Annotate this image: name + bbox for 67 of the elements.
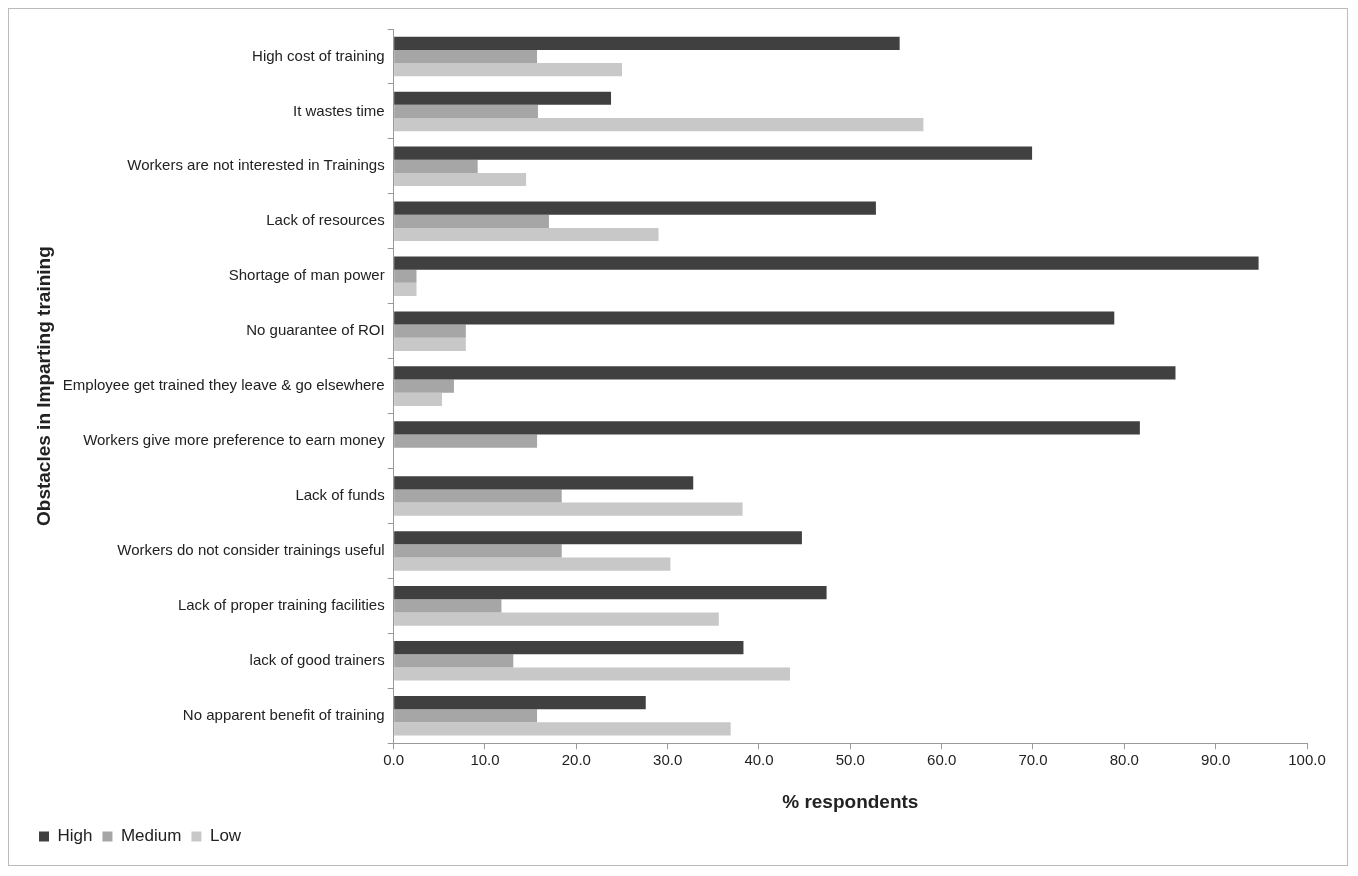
bar xyxy=(394,49,538,64)
x-axis-title: % respondents xyxy=(782,790,919,812)
x-tick-label: 40.0 xyxy=(744,751,774,769)
bar xyxy=(394,159,478,173)
y-tick-label: Workers give more preference to earn money xyxy=(83,431,386,449)
x-tick-label: 10.0 xyxy=(470,751,500,769)
legend-label: Medium xyxy=(120,826,182,846)
x-tick-label: 60.0 xyxy=(927,751,957,769)
x-tick-label: 20.0 xyxy=(561,751,591,769)
bar xyxy=(394,502,743,516)
y-tick-label: It wastes time xyxy=(292,101,385,119)
bar xyxy=(394,667,791,681)
bar xyxy=(394,201,876,215)
legend-label: Low xyxy=(209,826,242,846)
bar xyxy=(394,256,1259,270)
bar xyxy=(394,544,562,558)
x-tick-label: 80.0 xyxy=(1109,751,1139,769)
bar xyxy=(394,379,454,393)
bar xyxy=(394,421,1140,435)
bar xyxy=(394,489,562,503)
bar xyxy=(394,282,417,296)
bar xyxy=(394,118,924,132)
x-tick-label: 100.0 xyxy=(1288,751,1326,769)
bar xyxy=(394,214,549,228)
bar xyxy=(394,311,1115,325)
y-tick-label: Lack of proper training facilities xyxy=(177,595,385,613)
y-tick-label: lack of good trainers xyxy=(249,650,385,668)
y-tick-label: Workers are not interested in Trainings xyxy=(127,156,385,174)
bar xyxy=(394,366,1176,380)
y-tick-label: Employee get trained they leave & go elsewhere xyxy=(62,376,385,394)
bar xyxy=(394,227,659,242)
bar xyxy=(394,324,466,338)
bar xyxy=(394,476,694,490)
bar xyxy=(394,586,827,600)
x-tick-label: 90.0 xyxy=(1201,751,1231,769)
y-tick-label: Workers do not consider trainings useful xyxy=(117,541,385,559)
bar xyxy=(394,612,719,626)
bar xyxy=(394,392,443,406)
bar xyxy=(394,709,538,723)
x-tick-label: 0.0 xyxy=(383,751,405,769)
bar xyxy=(394,91,612,105)
bar xyxy=(394,104,538,118)
bar xyxy=(394,434,538,448)
bar xyxy=(394,63,622,77)
bar xyxy=(394,654,514,668)
bar xyxy=(394,337,466,351)
bar xyxy=(394,146,1033,160)
x-tick-label: 30.0 xyxy=(653,751,683,769)
legend-label: High xyxy=(57,826,93,846)
bar xyxy=(394,599,502,613)
bar xyxy=(394,172,527,187)
y-tick-label: Lack of resources xyxy=(266,211,385,229)
bar xyxy=(394,695,646,710)
x-tick-label: 70.0 xyxy=(1018,751,1048,769)
bar xyxy=(394,722,731,736)
y-tick-label: No guarantee of ROI xyxy=(246,321,385,339)
y-tick-label: High cost of training xyxy=(252,46,385,64)
x-tick-label: 50.0 xyxy=(835,751,865,769)
bar xyxy=(394,641,744,655)
bar xyxy=(394,269,417,283)
bar xyxy=(394,557,671,571)
y-tick-label: Lack of funds xyxy=(295,486,385,504)
y-tick-label: Shortage of man power xyxy=(228,266,385,284)
y-tick-label: No apparent benefit of training xyxy=(182,705,385,723)
bar xyxy=(394,36,900,50)
bar xyxy=(394,531,802,545)
y-axis-title: Obstacles in Imparting training xyxy=(32,246,54,526)
